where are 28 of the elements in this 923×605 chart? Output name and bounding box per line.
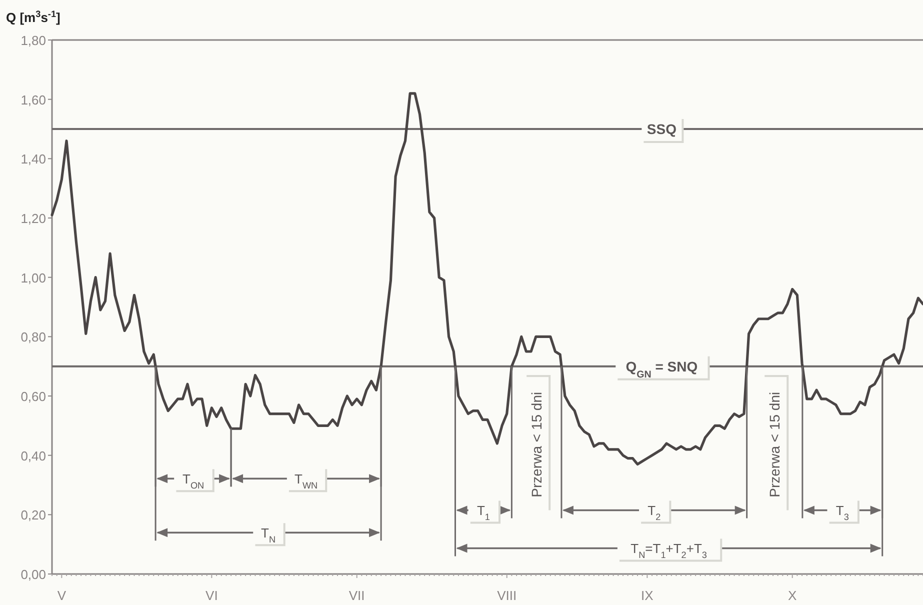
y-tick-label: 1,60: [20, 92, 46, 108]
x-tick-label: V: [57, 588, 66, 603]
annotation: T$_{WN}$: [294, 471, 318, 490]
y-tick-label: 0,40: [20, 448, 46, 464]
y-tick-label: 0,60: [20, 389, 46, 404]
x-tick-label: VII: [348, 588, 365, 603]
y-tick-label: 0,80: [20, 330, 46, 345]
y-tick-label: 0,20: [20, 508, 46, 523]
y-tick-label: 1,00: [20, 270, 46, 286]
x-tick-label: X: [788, 588, 798, 603]
ref-line-label: Q$_{GN}$ = SNQ: [626, 358, 698, 380]
annotation: T$_{N}$: [261, 525, 276, 544]
annotation: Przerwa < 15 dni: [528, 392, 545, 498]
y-tick-label: 1,40: [20, 152, 46, 167]
x-tick-label: VI: [206, 588, 218, 603]
annotation: T$_{N}$=T$_{1}$+T$_{2}$+T$_{3}$: [630, 540, 707, 560]
y-tick-label: 1,80: [20, 33, 46, 48]
ref-line-label: SSQ: [646, 121, 677, 138]
y-tick-label: 0,00: [20, 567, 46, 582]
x-tick-label: VIII: [497, 588, 517, 603]
annotation: T$_{ON}$: [182, 471, 204, 490]
y-tick-label: 1,20: [20, 211, 46, 226]
y-axis-title: Q [m$^{3}$s$^{-1}$]: [6, 9, 60, 25]
annotation: Przerwa < 15 dni: [766, 392, 783, 498]
annotation: T$_{2}$: [648, 502, 661, 522]
x-tick-label: IX: [641, 588, 654, 603]
annotation: T$_{1}$: [476, 502, 490, 522]
annotation: T$_{3}$: [836, 502, 849, 522]
